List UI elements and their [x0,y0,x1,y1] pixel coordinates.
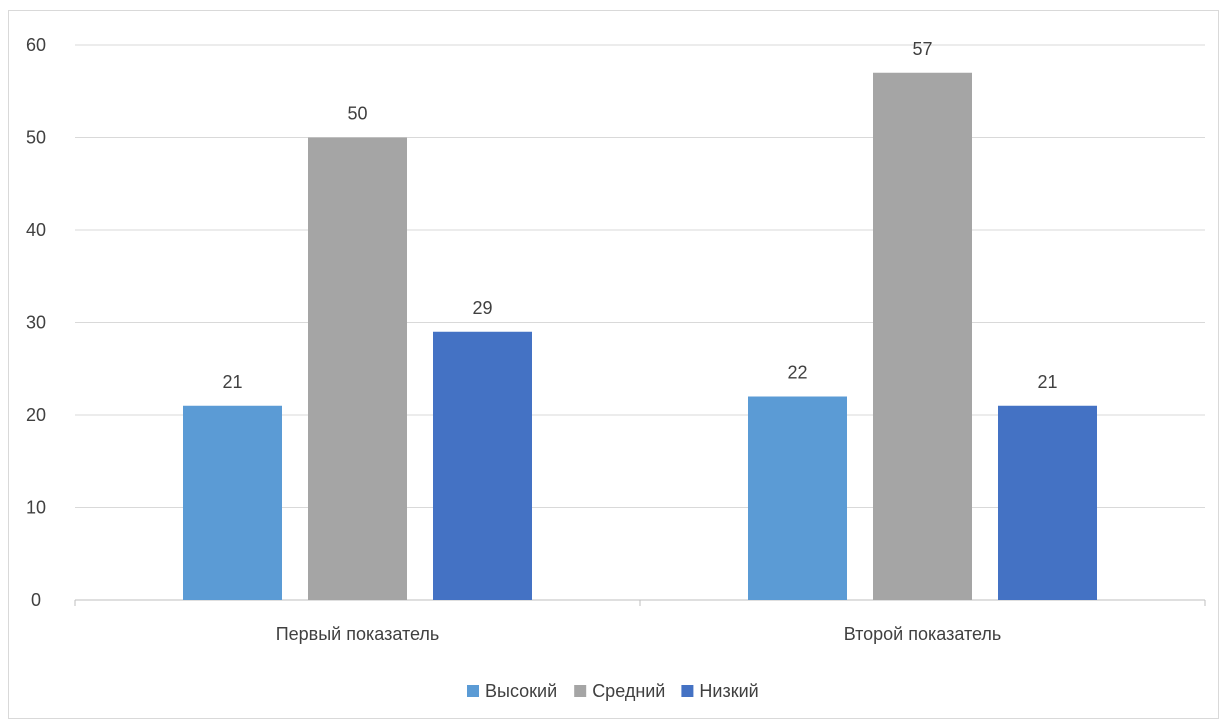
chart-frame [8,10,1219,719]
data-label: 21 [222,372,242,392]
legend-swatch [574,685,587,697]
bar [998,405,1097,600]
data-labels: 21 50 29 22 57 21 [222,39,1057,392]
x-category-label: Второй показатель [844,624,1002,644]
bar [433,331,532,600]
legend-swatch [681,685,694,697]
y-tick-label: 20 [26,405,46,425]
data-label: 57 [912,39,932,59]
bar [308,137,407,600]
y-tick-label: 50 [26,128,46,148]
data-label: 50 [347,104,367,124]
legend: Высокий Средний Низкий [467,681,759,701]
y-tick-label: 30 [26,313,46,333]
legend-label: Высокий [485,681,557,701]
bar [748,396,847,600]
y-tick-label: 40 [26,220,46,240]
bar [183,405,282,600]
y-tick-label: 0 [31,590,41,610]
data-label: 21 [1037,372,1057,392]
data-label: 22 [787,363,807,383]
legend-swatch [467,685,479,697]
bars [183,72,1097,600]
legend-label: Средний [592,681,665,701]
x-category-label: Первый показатель [276,624,440,644]
y-tick-label: 60 [26,35,46,55]
legend-label: Низкий [699,681,758,701]
y-tick-label: 10 [26,498,46,518]
bar [873,72,972,600]
data-label: 29 [472,298,492,318]
